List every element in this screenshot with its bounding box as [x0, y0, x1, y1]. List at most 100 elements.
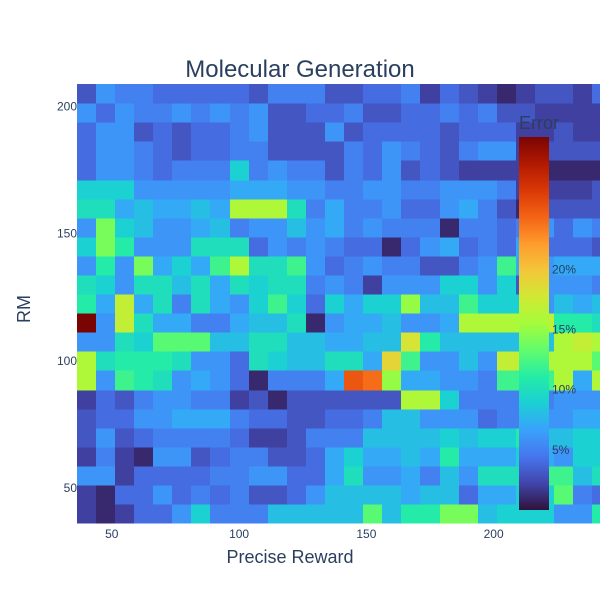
heatmap-cell [77, 313, 97, 333]
heatmap-cell [249, 84, 269, 104]
heatmap-cell [210, 370, 231, 391]
heatmap-cell [172, 84, 192, 104]
heatmap-cell [230, 294, 250, 314]
heatmap-cell [459, 180, 479, 200]
heatmap-cell [268, 84, 288, 104]
heatmap-cell [497, 294, 517, 314]
heatmap-cell [268, 199, 288, 219]
y-axis-title: RM [14, 295, 34, 323]
heatmap-cell [554, 199, 574, 219]
heatmap-cell [592, 447, 600, 467]
heatmap-cell [497, 84, 517, 104]
heatmap-cell [478, 275, 498, 295]
heatmap-cell [153, 103, 173, 123]
heatmap-cell [77, 180, 97, 200]
heatmap-cell [268, 141, 288, 161]
heatmap-cell [191, 466, 211, 486]
heatmap-cell [325, 409, 345, 429]
heatmap-cell [268, 103, 288, 123]
heatmap-cell [249, 447, 269, 467]
heatmap-cell [172, 370, 192, 391]
heatmap-cell [325, 447, 345, 467]
heatmap-cell [420, 141, 441, 161]
heatmap-cell [191, 409, 211, 429]
heatmap-cell [497, 485, 517, 505]
heatmap-cell [153, 332, 173, 352]
heatmap-cell [96, 103, 116, 123]
heatmap-cell [191, 485, 211, 505]
heatmap-cell [363, 256, 383, 276]
heatmap-cell [325, 199, 345, 219]
heatmap-cell [478, 428, 498, 448]
heatmap-cell [134, 84, 154, 104]
heatmap-cell [134, 275, 154, 295]
heatmap-cell [592, 103, 600, 123]
heatmap-cell [401, 275, 421, 295]
heatmap-cell [287, 180, 307, 200]
heatmap-cell [420, 160, 441, 181]
heatmap-cell [420, 332, 441, 352]
x-axis-ticks: 50 100 150 200 [105, 527, 504, 541]
heatmap-cell [153, 428, 173, 448]
heatmap-cell [363, 294, 383, 314]
heatmap-cell [478, 409, 498, 429]
heatmap-cell [592, 141, 600, 161]
heatmap-cell [459, 390, 479, 410]
heatmap-cell [210, 103, 231, 123]
heatmap-cell [191, 351, 211, 371]
heatmap-cell [306, 122, 326, 142]
heatmap-cell [420, 447, 441, 467]
heatmap-cell [497, 370, 517, 391]
heatmap-cell [115, 466, 135, 486]
heatmap-cell [77, 485, 97, 505]
heatmap-cell [478, 103, 498, 123]
heatmap-cell [325, 275, 345, 295]
heatmap-cell [401, 390, 421, 410]
heatmap-cell [249, 256, 269, 276]
heatmap-cell [210, 390, 231, 410]
heatmap-cell [573, 390, 593, 410]
heatmap-cell [420, 84, 441, 104]
heatmap-cell [459, 313, 479, 333]
heatmap-cell [459, 237, 479, 257]
heatmap-cell [497, 141, 517, 161]
heatmap-cell [440, 428, 460, 448]
heatmap-cell [134, 218, 154, 238]
heatmap-cell [592, 84, 600, 104]
heatmap-cell [420, 485, 441, 505]
heatmap-cell [306, 256, 326, 276]
heatmap-cell [478, 485, 498, 505]
heatmap-cell [497, 103, 517, 123]
heatmap-cell [268, 160, 288, 181]
heatmap-cell [440, 351, 460, 371]
heatmap-cell [115, 122, 135, 142]
heatmap-cell [77, 409, 97, 429]
heatmap-cell [420, 294, 441, 314]
heatmap-cell [516, 103, 536, 123]
heatmap-cell [554, 237, 574, 257]
heatmap-cells [77, 84, 600, 524]
heatmap-cell [497, 351, 517, 371]
heatmap-cell [230, 370, 250, 391]
heatmap-cell [363, 141, 383, 161]
heatmap-cell [344, 256, 364, 276]
heatmap-cell [478, 447, 498, 467]
heatmap-cell [191, 180, 211, 200]
heatmap-cell [230, 180, 250, 200]
heatmap-cell [153, 409, 173, 429]
heatmap-cell [287, 428, 307, 448]
heatmap-cell [306, 275, 326, 295]
heatmap-cell [420, 256, 441, 276]
heatmap-cell [478, 390, 498, 410]
heatmap-cell [134, 504, 154, 524]
heatmap-cell [440, 180, 460, 200]
heatmap-cell [401, 84, 421, 104]
heatmap-cell [459, 370, 479, 391]
heatmap-cell [440, 256, 460, 276]
colorbar [519, 137, 549, 510]
heatmap-cell [249, 428, 269, 448]
heatmap-cell [459, 218, 479, 238]
heatmap-cell [382, 160, 402, 181]
heatmap-cell [497, 428, 517, 448]
heatmap-cell [287, 447, 307, 467]
